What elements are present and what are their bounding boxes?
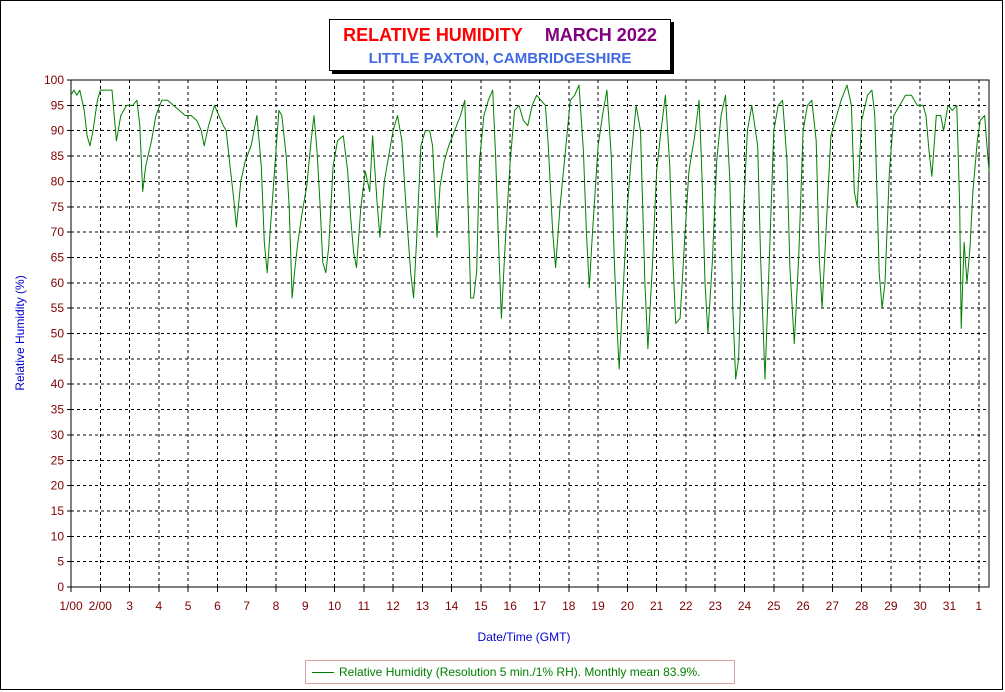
y-tick-label: 60 bbox=[51, 276, 65, 290]
x-tick-label: 13 bbox=[416, 599, 430, 613]
x-tick-label: 7 bbox=[243, 599, 250, 613]
y-tick-label: 45 bbox=[51, 352, 65, 366]
y-tick-label: 35 bbox=[51, 403, 65, 417]
y-tick-label: 75 bbox=[51, 200, 65, 214]
y-tick-label: 65 bbox=[51, 250, 65, 264]
x-tick-label: 2/00 bbox=[89, 599, 113, 613]
y-tick-label: 70 bbox=[51, 225, 65, 239]
x-tick-label: 19 bbox=[591, 599, 605, 613]
x-tick-label: 4 bbox=[156, 599, 163, 613]
x-tick-label: 21 bbox=[650, 599, 664, 613]
y-tick-label: 100 bbox=[44, 73, 64, 87]
y-tick-label: 90 bbox=[51, 124, 65, 138]
y-tick-label: 20 bbox=[51, 479, 65, 493]
y-tick-label: 5 bbox=[57, 555, 64, 569]
x-tick-label: 22 bbox=[679, 599, 693, 613]
x-tick-label: 24 bbox=[738, 599, 752, 613]
y-tick-label: 50 bbox=[51, 327, 65, 341]
x-tick-label: 29 bbox=[884, 599, 898, 613]
x-tick-label: 23 bbox=[709, 599, 723, 613]
x-tick-label: 14 bbox=[445, 599, 459, 613]
legend-text: Relative Humidity (Resolution 5 min./1% … bbox=[339, 665, 701, 679]
y-tick-label: 95 bbox=[51, 98, 65, 112]
y-tick-label: 85 bbox=[51, 149, 65, 163]
y-tick-label: 40 bbox=[51, 377, 65, 391]
plot-area-border bbox=[70, 79, 990, 588]
grid-layer bbox=[71, 79, 989, 587]
x-tick-label: 20 bbox=[621, 599, 635, 613]
y-tick-label: 15 bbox=[51, 504, 65, 518]
y-tick-label: 80 bbox=[51, 174, 65, 188]
x-tick-label: 17 bbox=[533, 599, 547, 613]
x-tick-label: 26 bbox=[796, 599, 810, 613]
x-tick-label: 8 bbox=[273, 599, 280, 613]
x-tick-label: 15 bbox=[474, 599, 488, 613]
x-tick-label: 30 bbox=[914, 599, 928, 613]
y-tick-label: 30 bbox=[51, 428, 65, 442]
title-box: RELATIVE HUMIDITY MARCH 2022 LITTLE PAXTO… bbox=[329, 19, 671, 71]
x-tick-label: 3 bbox=[126, 599, 133, 613]
y-axis-label: Relative Humidity (%) bbox=[13, 275, 27, 390]
y-tick-label: 10 bbox=[51, 529, 65, 543]
x-tick-label: 5 bbox=[185, 599, 192, 613]
chart-subtitle: LITTLE PAXTON, CAMBRIDGESHIRE bbox=[368, 50, 632, 67]
x-tick-label: 12 bbox=[386, 599, 400, 613]
x-tick-label: 28 bbox=[855, 599, 869, 613]
x-axis-label: Date/Time (GMT) bbox=[478, 630, 571, 644]
title-period: MARCH 2022 bbox=[544, 25, 657, 45]
x-tick-label: 9 bbox=[302, 599, 309, 613]
x-tick-label: 6 bbox=[214, 599, 221, 613]
x-tick-label: 1 bbox=[975, 599, 982, 613]
y-tick-label: 0 bbox=[57, 580, 64, 594]
x-tick-label: 25 bbox=[767, 599, 781, 613]
chart-title: RELATIVE HUMIDITY MARCH 2022 bbox=[330, 25, 670, 46]
x-tick-label: 11 bbox=[358, 599, 371, 613]
series-layer bbox=[70, 84, 990, 380]
x-tick-label: 27 bbox=[826, 599, 840, 613]
y-tick-label: 55 bbox=[51, 301, 65, 315]
humidity-series-line bbox=[70, 84, 990, 380]
x-tick-label: 10 bbox=[328, 599, 342, 613]
x-tick-label: 1/00 bbox=[59, 599, 83, 613]
x-tick-label: 16 bbox=[504, 599, 518, 613]
title-main: RELATIVE HUMIDITY bbox=[343, 25, 523, 45]
legend: Relative Humidity (Resolution 5 min./1% … bbox=[305, 660, 735, 684]
x-tick-label: 18 bbox=[562, 599, 576, 613]
legend-swatch bbox=[312, 672, 334, 673]
x-tick-label: 31 bbox=[943, 599, 957, 613]
axis-layer: 0510152025303540455055606570758085909510… bbox=[44, 73, 990, 613]
y-tick-label: 25 bbox=[51, 453, 65, 467]
